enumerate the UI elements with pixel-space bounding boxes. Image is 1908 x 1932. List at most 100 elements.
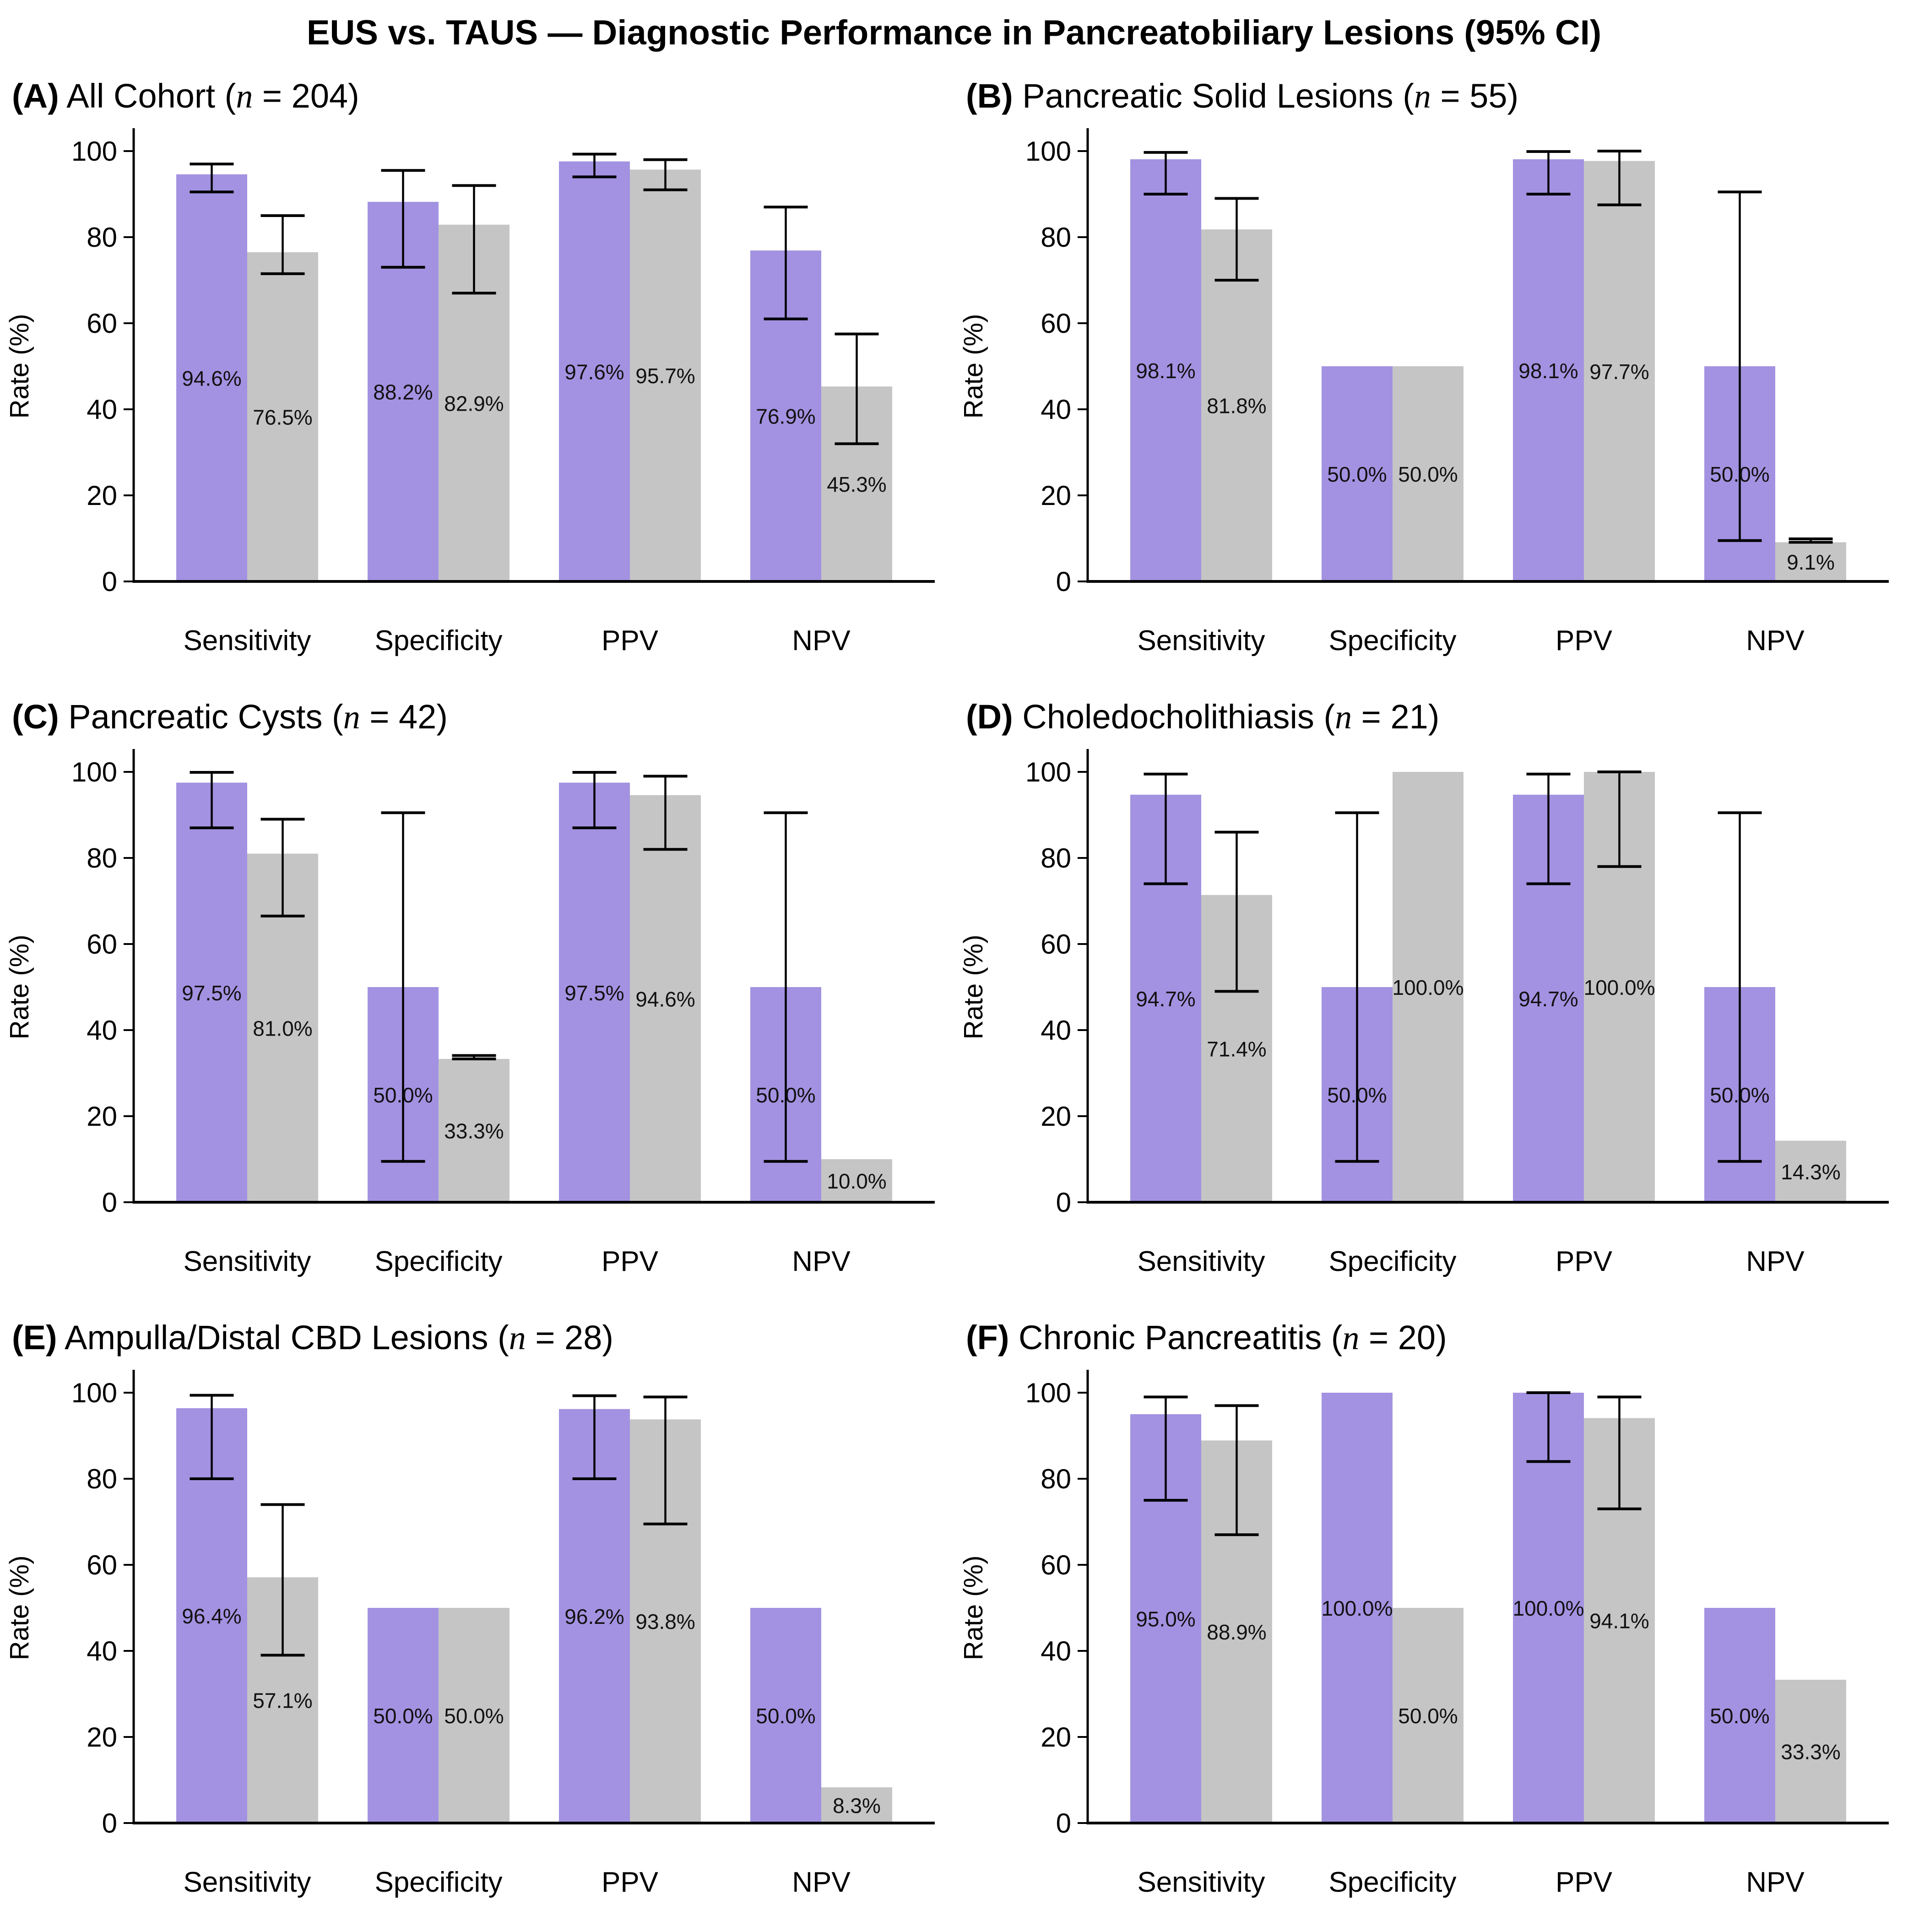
category-label-sensitivity: Sensitivity: [183, 625, 311, 657]
panel-plot: 0 20 40 60 80 100 Rate (%) 94.6% 76.5% Sensitivit…: [5, 128, 935, 657]
panel-plot: 0 20 40 60 80 100 Rate (%) 98.1% 81.8% Sensitivit…: [959, 128, 1889, 657]
value-label-eus: 50.0%: [373, 1083, 433, 1107]
panel-a: (A) All Cohort (n = 204) 0 20 40 60 80 100 Rate…: [0, 69, 954, 689]
y-axis-title: Rate (%): [959, 1556, 988, 1661]
panel-name: Chronic Pancreatitis (: [1009, 1319, 1343, 1357]
value-label-taus: 14.3%: [1781, 1160, 1840, 1184]
y-axis-title: Rate (%): [959, 314, 988, 419]
value-label-taus: 33.3%: [444, 1119, 504, 1143]
panel-name: Ampulla/Distal CBD Lesions (: [57, 1319, 509, 1357]
category-label-ppv: PPV: [602, 1246, 659, 1277]
bar-eus-specificity: [368, 1608, 439, 1823]
value-label-taus: 81.8%: [1207, 394, 1266, 418]
value-label-taus: 97.7%: [1589, 360, 1649, 384]
value-label-eus: 94.7%: [1136, 987, 1195, 1011]
value-label-taus: 33.3%: [1781, 1740, 1840, 1764]
value-label-eus: 97.6%: [564, 360, 624, 384]
value-label-eus: 94.7%: [1518, 987, 1578, 1011]
panel-n-symbol: n: [236, 78, 253, 115]
panel-b: (B) Pancreatic Solid Lesions (n = 55) 0 20…: [954, 69, 1908, 689]
y-tick-label: 20: [1041, 1101, 1071, 1132]
value-label-taus: 93.8%: [635, 1610, 695, 1634]
bar-taus-specificity: [1393, 366, 1464, 581]
y-tick-label: 80: [87, 222, 117, 253]
value-label-taus: 82.9%: [444, 391, 504, 415]
panel-n-symbol: n: [1335, 699, 1352, 736]
value-label-eus: 50.0%: [373, 1704, 433, 1728]
y-axis-title: Rate (%): [5, 935, 34, 1040]
value-label-eus: 98.1%: [1136, 359, 1195, 383]
y-tick-label: 100: [1025, 136, 1071, 167]
y-tick-label: 60: [87, 308, 117, 339]
bar-eus-sensitivity: [176, 174, 247, 581]
category-label-sensitivity: Sensitivity: [183, 1867, 311, 1898]
value-label-eus: 96.4%: [182, 1604, 241, 1628]
category-label-npv: NPV: [792, 1867, 851, 1898]
bar-taus-specificity: [439, 1058, 510, 1202]
category-label-specificity: Specificity: [1328, 1867, 1456, 1898]
panel-letter: (C): [12, 698, 59, 736]
value-label-eus: 50.0%: [756, 1704, 815, 1728]
bar-taus-ppv: [1584, 161, 1655, 581]
y-tick-label: 20: [87, 1722, 117, 1753]
y-tick-label: 40: [87, 1015, 117, 1046]
panel-plot: 0 20 40 60 80 100 Rate (%) 97.5% 81.0% Sensitivit…: [5, 749, 935, 1277]
panel-name: Pancreatic Cysts (: [59, 698, 343, 736]
value-label-taus: 50.0%: [444, 1704, 504, 1728]
panel-plot: 0 20 40 60 80 100 Rate (%) 95.0% 88.9% Sensitivit…: [959, 1370, 1889, 1898]
bar-taus-sensitivity: [247, 252, 318, 581]
value-label-taus: 94.6%: [635, 987, 695, 1011]
y-tick-label: 60: [87, 929, 117, 960]
value-label-taus: 100.0%: [1583, 976, 1655, 999]
y-tick-label: 20: [87, 1101, 117, 1132]
y-tick-label: 40: [87, 394, 117, 425]
bar-eus-npv: [750, 1608, 821, 1823]
category-label-specificity: Specificity: [374, 625, 502, 657]
category-label-npv: NPV: [1746, 625, 1805, 657]
bar-eus-ppv: [1513, 159, 1584, 581]
bar-taus-specificity: [439, 1608, 510, 1823]
y-tick-label: 0: [102, 1808, 117, 1839]
bar-eus-sensitivity: [1130, 159, 1201, 581]
value-label-eus: 50.0%: [1710, 1704, 1769, 1728]
panel-subtitle: (F) Chronic Pancreatitis (n = 20): [954, 1310, 1908, 1361]
value-label-taus: 57.1%: [253, 1689, 312, 1713]
panel-d: (D) Choledocholithiasis (n = 21) 0 20 40 60 8…: [954, 689, 1908, 1310]
value-label-taus: 45.3%: [827, 472, 886, 496]
value-label-taus: 100.0%: [1392, 976, 1464, 999]
value-label-eus: 76.9%: [756, 405, 815, 429]
y-tick-label: 100: [71, 1378, 117, 1408]
y-tick-label: 80: [1041, 1464, 1071, 1494]
category-label-specificity: Specificity: [1328, 625, 1456, 657]
value-label-taus: 94.1%: [1589, 1609, 1649, 1633]
value-label-taus: 9.1%: [1787, 550, 1835, 574]
y-tick-label: 100: [71, 136, 117, 167]
value-label-eus: 100.0%: [1512, 1596, 1584, 1620]
value-label-eus: 50.0%: [1710, 462, 1769, 486]
value-label-eus: 98.1%: [1518, 359, 1578, 383]
value-label-taus: 76.5%: [253, 405, 312, 429]
y-tick-label: 80: [87, 1464, 117, 1494]
panel-n-value: = 21): [1352, 698, 1440, 736]
panel-letter: (F): [966, 1319, 1009, 1357]
bar-taus-specificity: [1393, 1608, 1464, 1823]
panel-name: All Cohort (: [59, 77, 236, 115]
category-label-npv: NPV: [1746, 1867, 1805, 1898]
bar-taus-npv: [821, 1787, 892, 1823]
panel-plot: 0 20 40 60 80 100 Rate (%) 94.7% 71.4% Sensitivit…: [959, 749, 1889, 1277]
y-tick-label: 60: [1041, 929, 1071, 960]
value-label-eus: 50.0%: [1327, 1083, 1387, 1107]
y-tick-label: 60: [87, 1550, 117, 1580]
panel-n-symbol: n: [1414, 78, 1431, 115]
y-axis-title: Rate (%): [5, 314, 34, 419]
y-tick-label: 40: [1041, 1636, 1071, 1666]
category-label-sensitivity: Sensitivity: [1137, 1246, 1265, 1277]
bar-eus-ppv: [559, 782, 630, 1202]
y-tick-label: 100: [1025, 757, 1071, 787]
y-tick-label: 20: [1041, 480, 1071, 511]
y-tick-label: 0: [1056, 1808, 1071, 1839]
panel-n-value: = 20): [1359, 1319, 1447, 1357]
y-axis-title: Rate (%): [5, 1556, 34, 1661]
value-label-taus: 8.3%: [833, 1794, 881, 1818]
